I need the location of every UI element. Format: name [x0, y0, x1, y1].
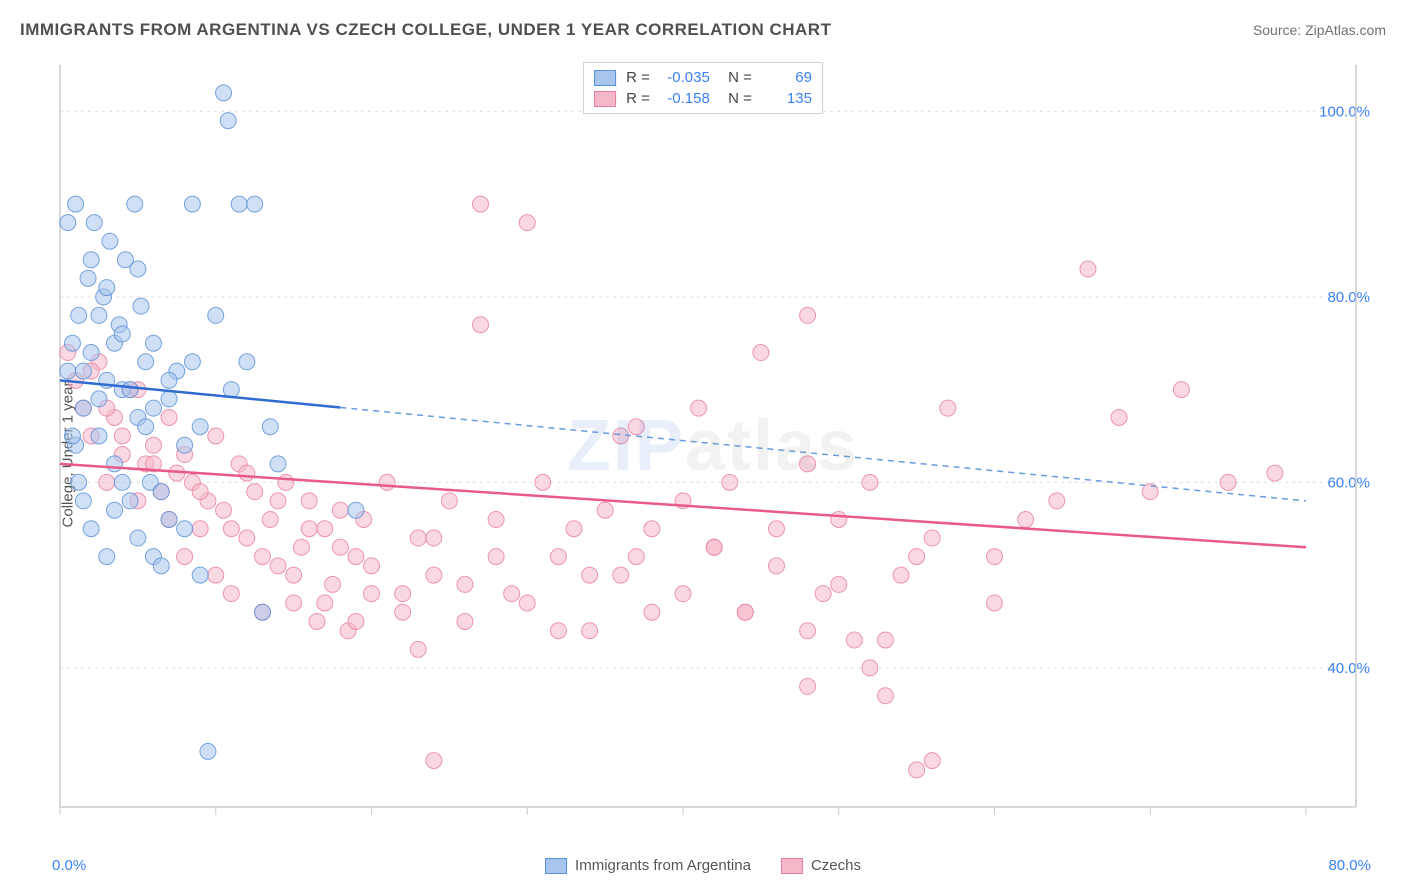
- n-value-2: 135: [762, 90, 812, 107]
- n-label: N =: [720, 69, 752, 86]
- x-axis-end: 80.0%: [1328, 857, 1371, 874]
- scatter-plot: 40.0% 60.0% 80.0% 100.0%: [50, 55, 1376, 837]
- svg-text:60.0%: 60.0%: [1327, 474, 1370, 491]
- n-value-1: 69: [762, 69, 812, 86]
- stats-row-2: R = -0.158 N = 135: [594, 88, 812, 109]
- swatch-czechs: [594, 91, 616, 107]
- legend-label-argentina: Immigrants from Argentina: [575, 857, 751, 874]
- swatch-argentina: [594, 70, 616, 86]
- stats-legend: R = -0.035 N = 69 R = -0.158 N = 135: [583, 62, 823, 114]
- r-label: R =: [626, 69, 650, 86]
- x-axis-start: 0.0%: [52, 857, 86, 874]
- r-label: R =: [626, 90, 650, 107]
- source-link[interactable]: ZipAtlas.com: [1305, 22, 1386, 38]
- series-legend: Immigrants from Argentina Czechs: [545, 857, 861, 874]
- legend-item-argentina: Immigrants from Argentina: [545, 857, 751, 874]
- legend-label-czechs: Czechs: [811, 857, 861, 874]
- chart-title: IMMIGRANTS FROM ARGENTINA VS CZECH COLLE…: [20, 20, 831, 40]
- svg-text:80.0%: 80.0%: [1327, 289, 1370, 306]
- legend-swatch-czechs: [781, 858, 803, 874]
- n-label: N =: [720, 90, 752, 107]
- chart-area: College, Under 1 year ZIPatlas 40.0%60.0…: [50, 55, 1376, 837]
- svg-text:100.0%: 100.0%: [1319, 103, 1370, 120]
- source-label: Source:: [1253, 22, 1301, 38]
- svg-text:40.0%: 40.0%: [1327, 660, 1370, 677]
- r-value-1: -0.035: [660, 69, 710, 86]
- legend-swatch-argentina: [545, 858, 567, 874]
- r-value-2: -0.158: [660, 90, 710, 107]
- stats-row-1: R = -0.035 N = 69: [594, 67, 812, 88]
- chart-header: IMMIGRANTS FROM ARGENTINA VS CZECH COLLE…: [20, 20, 1386, 40]
- source-credit: Source: ZipAtlas.com: [1253, 22, 1386, 38]
- legend-item-czechs: Czechs: [781, 857, 861, 874]
